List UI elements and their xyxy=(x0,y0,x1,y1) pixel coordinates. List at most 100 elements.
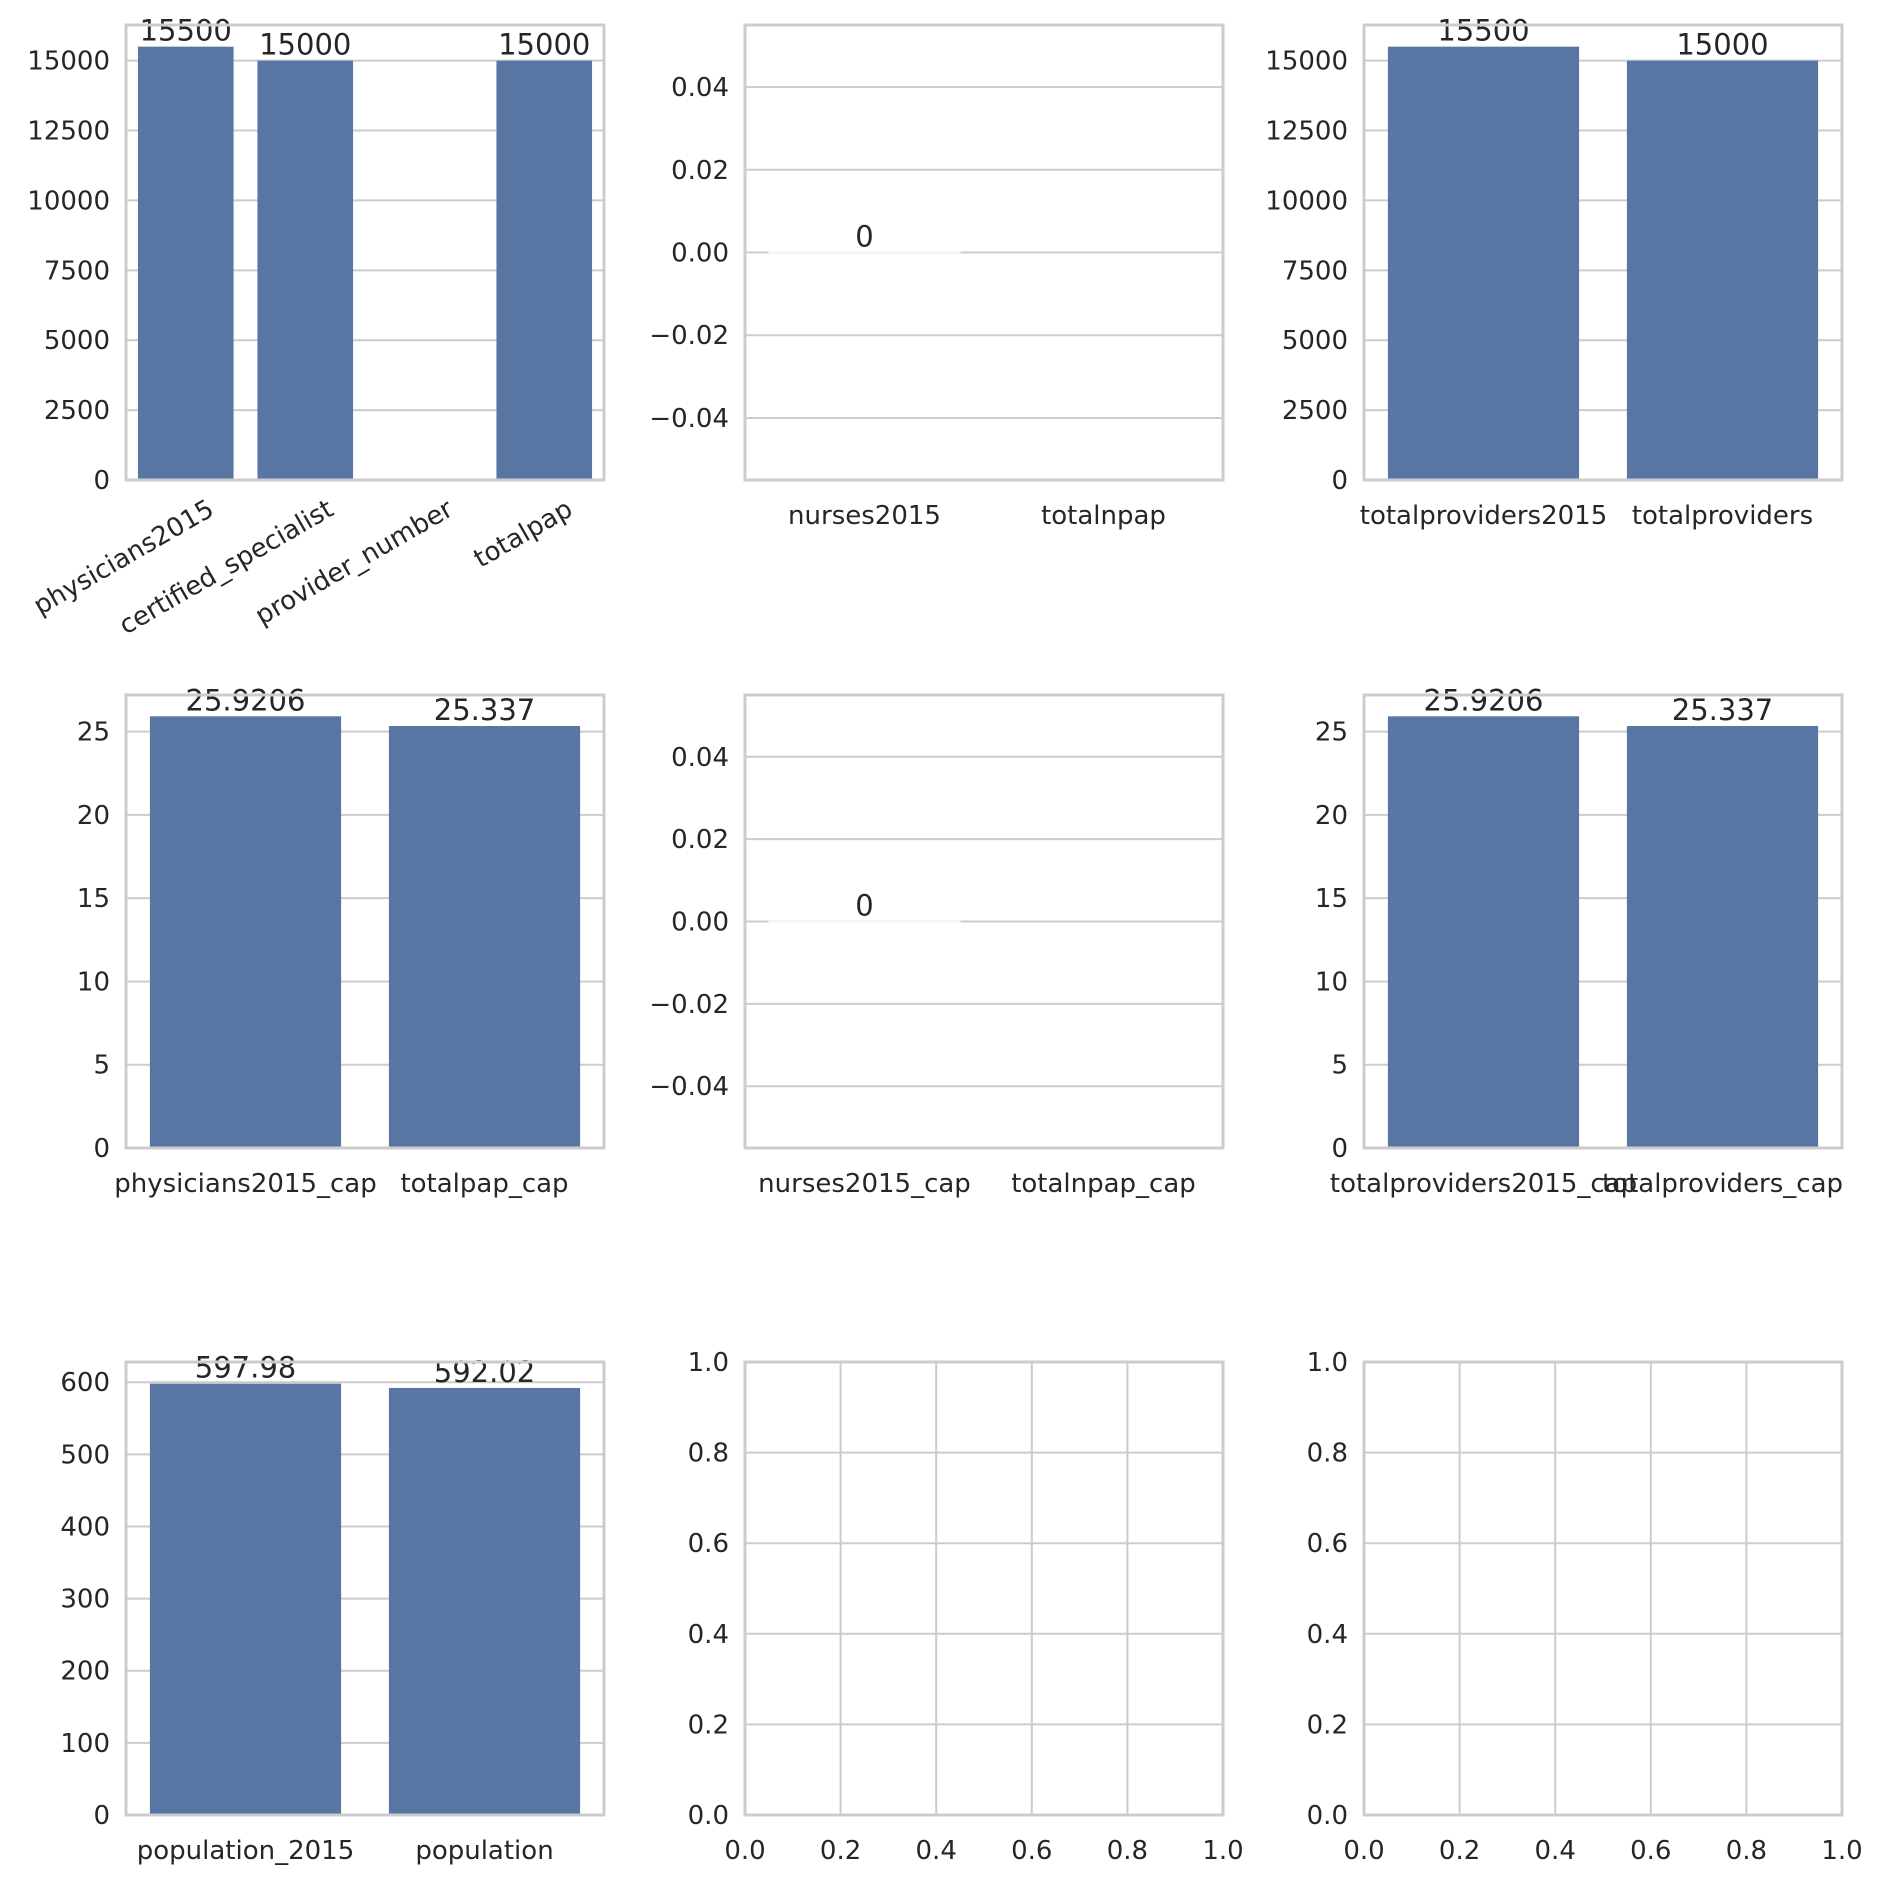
y-tick-label: 0.00 xyxy=(671,239,729,269)
x-tick-label: 0.6 xyxy=(1630,1836,1671,1866)
y-tick-label: 5000 xyxy=(1282,326,1348,356)
y-tick-label: 200 xyxy=(60,1657,110,1687)
y-tick-label: −0.04 xyxy=(649,1072,729,1102)
x-tick-label: 0.2 xyxy=(820,1836,861,1866)
y-tick-label: 15 xyxy=(77,884,110,914)
y-tick-label: 10000 xyxy=(1265,186,1348,216)
x-tick-label: population_2015 xyxy=(137,1836,355,1866)
subplot-1: 025005000750010000125001500015500physici… xyxy=(27,14,606,641)
x-tick-label: nurses2015 xyxy=(788,501,941,531)
subplot-4: 0 5 10 15 20 25 25.9206 physicians2015_cap 25.33… xyxy=(77,683,606,1199)
y-tick-label: 5 xyxy=(1331,1051,1348,1081)
y-tick-label: 400 xyxy=(60,1512,110,1542)
y-tick-label: 0 xyxy=(1331,466,1348,496)
x-tick-label: population xyxy=(415,1836,553,1866)
y-tick-label: 25 xyxy=(77,718,110,748)
x-tick-label: physicians2015_cap xyxy=(114,1169,377,1199)
y-tick-label: 0.6 xyxy=(1307,1529,1348,1559)
bar xyxy=(1626,60,1819,480)
x-tick-label: totalproviders2015 xyxy=(1360,501,1608,531)
y-tick-label: 0.4 xyxy=(688,1620,729,1650)
y-tick-label: 12500 xyxy=(27,117,110,147)
subplot-7: 0 100 200 300 400 500 600 597.98 population_2015… xyxy=(60,1351,606,1866)
y-tick-label: −0.02 xyxy=(649,321,729,351)
bar xyxy=(1626,726,1819,1148)
subplot-6: 0 5 10 15 20 25 25.9206 totalproviders2015_cap 2… xyxy=(1315,683,1844,1199)
y-tick-label: 0.2 xyxy=(1307,1710,1348,1740)
y-tick-label: 15 xyxy=(1315,884,1348,914)
axes-frame xyxy=(743,23,1225,482)
axes-frame xyxy=(743,693,1225,1150)
x-tick-label: 1.0 xyxy=(1821,1836,1862,1866)
x-tick-label: nurses2015_cap xyxy=(758,1169,971,1199)
x-tick-label: 0.2 xyxy=(1439,1836,1480,1866)
x-tick-label: totalnpap xyxy=(1041,501,1166,531)
bar-value-label: 15000 xyxy=(259,28,351,62)
y-tick-label: 10000 xyxy=(27,186,110,216)
y-tick-label: 0.04 xyxy=(671,743,729,773)
bar xyxy=(768,920,961,923)
bar-value-label: 15000 xyxy=(498,28,590,62)
x-tick-label: provider_number xyxy=(250,494,458,632)
bar xyxy=(149,1383,342,1815)
x-tick-label: totalproviders2015_cap xyxy=(1330,1169,1637,1199)
subplot-5: −0.04 −0.02 0.00 0.02 0.04 0 nurses2015_cap tot… xyxy=(649,693,1225,1199)
bar-value-label: 15000 xyxy=(1676,28,1768,62)
y-tick-label: 20 xyxy=(1315,801,1348,831)
y-tick-label: −0.04 xyxy=(649,404,729,434)
axes-frame xyxy=(743,1360,1225,1817)
axes-frame xyxy=(1362,1360,1844,1817)
y-tick-label: 0.00 xyxy=(671,908,729,938)
y-tick-label: 0.8 xyxy=(688,1439,729,1469)
y-tick-label: −0.02 xyxy=(649,990,729,1020)
y-tick-label: 7500 xyxy=(1282,256,1348,286)
x-tick-label: 0.0 xyxy=(1343,1836,1384,1866)
x-tick-label: totalnpap_cap xyxy=(1011,1169,1196,1199)
y-tick-label: 0.2 xyxy=(688,1710,729,1740)
y-tick-label: 100 xyxy=(60,1729,110,1759)
axes-frame xyxy=(124,23,606,482)
bar xyxy=(768,251,961,254)
x-tick-label: totalpap_cap xyxy=(400,1169,568,1199)
y-tick-label: 25 xyxy=(1315,718,1348,748)
axes-frame xyxy=(124,1360,606,1817)
x-tick-label: 0.6 xyxy=(1011,1836,1052,1866)
x-tick-label: certified_specialist xyxy=(114,494,339,641)
x-tick-label: totalproviders_cap xyxy=(1602,1169,1843,1199)
y-tick-label: 0 xyxy=(93,1801,110,1831)
y-tick-label: 0 xyxy=(1331,1134,1348,1164)
x-tick-label: 0.4 xyxy=(916,1836,957,1866)
bar-value-label: 0 xyxy=(855,889,873,923)
y-tick-label: 1.0 xyxy=(688,1348,729,1378)
y-tick-label: 0.4 xyxy=(1307,1620,1348,1650)
y-tick-label: 0.6 xyxy=(688,1529,729,1559)
y-tick-label: 2500 xyxy=(44,396,110,426)
y-tick-label: 0.0 xyxy=(1307,1801,1348,1831)
bar-value-label: 25.9206 xyxy=(1424,683,1544,717)
y-tick-label: 5 xyxy=(93,1051,110,1081)
bar-value-label: 597.98 xyxy=(195,1351,296,1385)
bar xyxy=(149,716,342,1148)
x-tick-label: 0.0 xyxy=(724,1836,765,1866)
axes-frame xyxy=(1362,23,1844,482)
y-tick-label: 2500 xyxy=(1282,396,1348,426)
y-tick-label: 7500 xyxy=(44,256,110,286)
y-tick-label: 0.8 xyxy=(1307,1439,1348,1469)
x-tick-label: totalpap xyxy=(469,494,578,574)
bar-value-label: 25.337 xyxy=(434,693,535,727)
subplot-8: 0.0 0.2 0.4 0.6 0.8 1.0 0.0 0.2 0.4 0.6 0.8 1.0 xyxy=(688,1348,1244,1866)
bar xyxy=(388,726,581,1148)
x-tick-label: totalproviders xyxy=(1632,501,1813,531)
x-tick-label: 0.8 xyxy=(1726,1836,1767,1866)
x-tick-label: 0.4 xyxy=(1535,1836,1576,1866)
subplot-9: 0.0 0.2 0.4 0.6 0.8 1.0 0.0 0.2 0.4 0.6 0.8 1.0 xyxy=(1307,1348,1863,1866)
y-tick-label: 10 xyxy=(1315,967,1348,997)
subplot-3: 0 2500 5000 7500 10000 12500 15000 15500 totalpr… xyxy=(1265,14,1844,531)
bar xyxy=(388,1387,581,1815)
bar-value-label: 25.9206 xyxy=(186,683,306,717)
axes-frame xyxy=(1362,693,1844,1150)
bar xyxy=(257,60,354,480)
y-tick-label: 12500 xyxy=(1265,117,1348,147)
bar xyxy=(137,46,234,481)
